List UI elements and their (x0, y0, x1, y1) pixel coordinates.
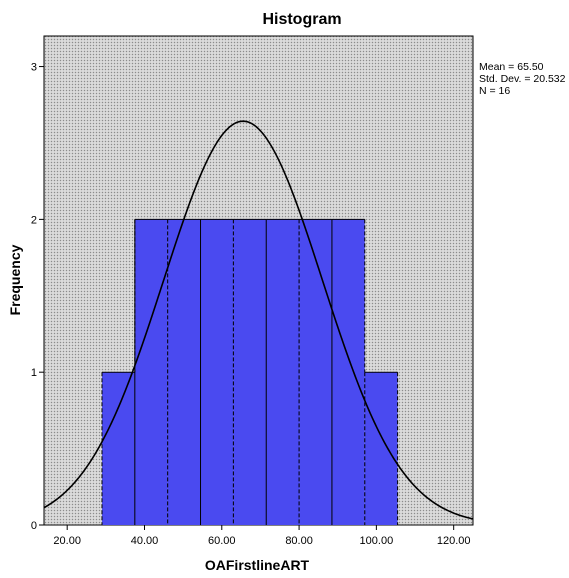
stat-n: N = 16 (479, 85, 510, 97)
x-tick-label: 60.00 (208, 535, 236, 547)
histogram-bar-2 (134, 219, 168, 525)
y-tick-label: 1 (31, 367, 37, 379)
x-tick-label: 100.00 (360, 535, 394, 547)
histogram-bar-1 (101, 372, 135, 525)
histogram-bar-8 (331, 219, 365, 525)
x-tick-label: 120.00 (437, 535, 471, 547)
histogram-bar-7 (299, 219, 332, 525)
y-axis-label: Frequency (7, 244, 23, 315)
histogram-bar-3 (167, 219, 201, 525)
y-tick-label: 2 (31, 214, 37, 226)
chart-title: Histogram (262, 11, 341, 28)
histogram-bar-6 (266, 219, 300, 525)
x-tick-label: 80.00 (285, 535, 313, 547)
histogram-bar-4 (200, 219, 234, 525)
stats-box: Mean = 65.50 Std. Dev. = 20.532 N = 16 (479, 61, 566, 97)
histogram-bar-9 (364, 372, 398, 525)
x-tick-label: 40.00 (131, 535, 159, 547)
histogram-bar-5 (233, 219, 267, 525)
y-tick-label: 3 (31, 62, 37, 74)
y-tick-label: 0 (31, 520, 37, 532)
stat-mean: Mean = 65.50 (479, 61, 544, 73)
normal-curve (44, 120, 473, 520)
x-axis-label: OAFirstlineART (205, 557, 310, 573)
stat-std-dev: Std. Dev. = 20.532 (479, 73, 566, 85)
x-tick-label: 20.00 (53, 535, 81, 547)
